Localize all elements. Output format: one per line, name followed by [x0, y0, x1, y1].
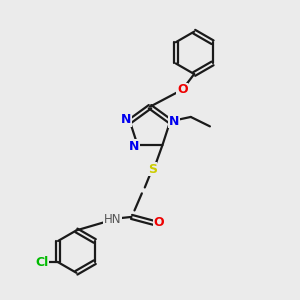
Text: S: S: [148, 163, 157, 176]
Text: Cl: Cl: [35, 256, 49, 269]
Text: O: O: [177, 83, 188, 96]
Text: N: N: [169, 115, 179, 128]
Text: N: N: [129, 140, 139, 153]
Text: HN: HN: [104, 213, 121, 226]
Text: N: N: [121, 113, 131, 126]
Text: O: O: [154, 216, 164, 229]
